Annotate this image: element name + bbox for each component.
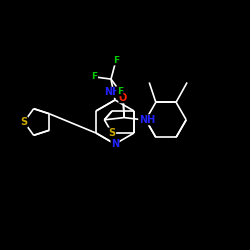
Text: O: O [119,93,127,103]
Text: NH: NH [139,115,155,125]
Text: NH₂: NH₂ [104,87,124,97]
Text: F: F [92,72,98,82]
Text: F: F [117,87,123,96]
Text: N: N [111,139,119,149]
Text: S: S [108,128,116,138]
Text: S: S [20,117,28,127]
Text: F: F [113,56,119,65]
